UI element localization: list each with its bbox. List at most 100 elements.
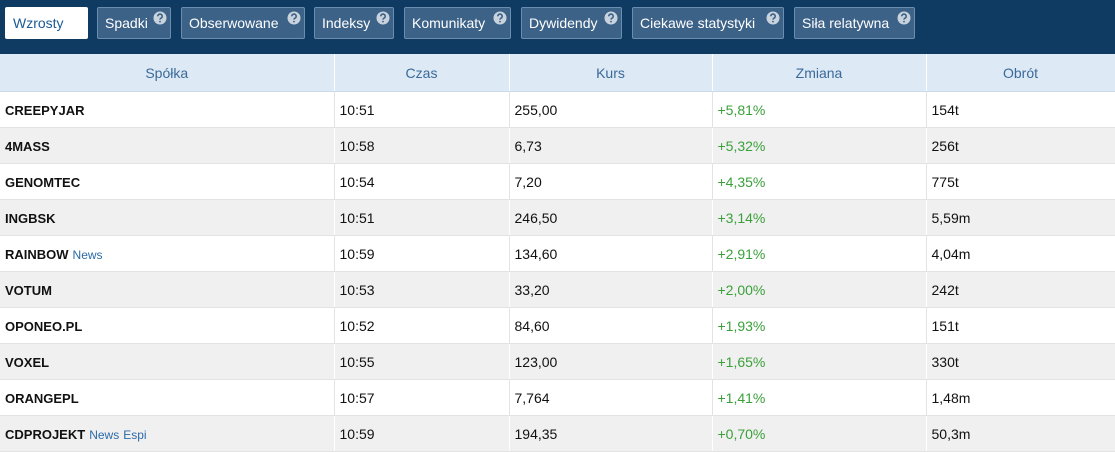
help-icon[interactable] — [153, 11, 167, 25]
tab-label: Wzrosty — [13, 15, 64, 31]
tab-label: Dywidendy — [529, 15, 598, 31]
company-cell: 4MASS — [0, 127, 335, 164]
time-cell: 10:57 — [334, 379, 510, 416]
price-cell: 194,35 — [509, 415, 713, 452]
time-cell: 10:51 — [334, 91, 510, 128]
column-header: Obrót — [926, 54, 1115, 92]
turnover-cell: 242t — [926, 271, 1115, 308]
company-cell: INGBSK — [0, 199, 335, 236]
table-row: GENOMTEC 10:54 7,20 +4,35% 775t — [0, 163, 1115, 200]
tab-label: Komunikaty — [412, 15, 486, 31]
table-row: INGBSK 10:51 246,50 +3,14% 5,59m — [0, 199, 1115, 236]
change-cell: +2,91% — [712, 235, 927, 272]
column-header: Spółka — [0, 54, 335, 92]
table-row: CREEPYJAR 10:51 255,00 +5,81% 154t — [0, 91, 1115, 128]
change-cell: +2,00% — [712, 271, 927, 308]
company-name[interactable]: VOXEL — [5, 354, 50, 370]
help-icon[interactable] — [897, 11, 911, 25]
company-cell: VOXEL — [0, 343, 335, 380]
turnover-cell: 50,3m — [926, 415, 1115, 452]
table-body: CREEPYJAR 10:51 255,00 +5,81% 154t 4MASS 10:58… — [0, 91, 1115, 452]
change-cell: +1,65% — [712, 343, 927, 380]
table-row: CDPROJEKT News Espi 10:59 194,35 +0,70% 50,3m — [0, 415, 1115, 452]
time-cell: 10:59 — [334, 415, 510, 452]
price-cell: 123,00 — [509, 343, 713, 380]
tab[interactable]: Spadki — [97, 7, 171, 39]
tag-link[interactable]: News — [72, 247, 103, 262]
tab-label: Ciekawe statystyki — [640, 15, 756, 31]
price-cell: 6,73 — [509, 127, 713, 164]
turnover-cell: 256t — [926, 127, 1115, 164]
turnover-cell: 151t — [926, 307, 1115, 344]
column-header: Kurs — [509, 54, 713, 92]
company-name[interactable]: RAINBOW — [5, 246, 69, 262]
help-icon[interactable] — [376, 11, 390, 25]
turnover-cell: 775t — [926, 163, 1115, 200]
tab[interactable]: Indeksy — [314, 7, 394, 39]
company-name[interactable]: CREEPYJAR — [5, 102, 85, 118]
price-cell: 255,00 — [509, 91, 713, 128]
table-row: RAINBOW News 10:59 134,60 +2,91% 4,04m — [0, 235, 1115, 272]
price-cell: 7,20 — [509, 163, 713, 200]
tag-link[interactable]: News — [89, 427, 120, 442]
help-icon[interactable] — [766, 11, 780, 25]
company-cell: OPONEO.PL — [0, 307, 335, 344]
table-row: 4MASS 10:58 6,73 +5,32% 256t — [0, 127, 1115, 164]
tab[interactable]: Wzrosty — [5, 7, 88, 39]
tab[interactable]: Dywidendy — [521, 7, 622, 39]
tab[interactable]: Komunikaty — [404, 7, 511, 39]
time-cell: 10:51 — [334, 199, 510, 236]
price-cell: 246,50 — [509, 199, 713, 236]
time-cell: 10:55 — [334, 343, 510, 380]
change-cell: +0,70% — [712, 415, 927, 452]
change-cell: +5,81% — [712, 91, 927, 128]
table-row: ORANGEPL 10:57 7,764 +1,41% 1,48m — [0, 379, 1115, 416]
tab-label: Siła relatywna — [802, 15, 890, 31]
company-name[interactable]: OPONEO.PL — [5, 318, 83, 334]
price-cell: 33,20 — [509, 271, 713, 308]
change-cell: +1,93% — [712, 307, 927, 344]
time-cell: 10:59 — [334, 235, 510, 272]
company-name[interactable]: ORANGEPL — [5, 390, 79, 406]
company-cell: VOTUM — [0, 271, 335, 308]
time-cell: 10:53 — [334, 271, 510, 308]
company-cell: RAINBOW News — [0, 235, 335, 272]
tab[interactable]: Ciekawe statystyki — [632, 7, 784, 39]
company-name[interactable]: VOTUM — [5, 282, 52, 298]
header-row: Spółka Czas Kurs Zmiana Obrót — [0, 54, 1115, 92]
table-row: VOXEL 10:55 123,00 +1,65% 330t — [0, 343, 1115, 380]
tag-link[interactable]: Espi — [123, 427, 147, 442]
table-row: VOTUM 10:53 33,20 +2,00% 242t — [0, 271, 1115, 308]
tab-label: Indeksy — [322, 15, 371, 31]
turnover-cell: 5,59m — [926, 199, 1115, 236]
price-cell: 84,60 — [509, 307, 713, 344]
turnover-cell: 154t — [926, 91, 1115, 128]
table-row: OPONEO.PL 10:52 84,60 +1,93% 151t — [0, 307, 1115, 344]
price-cell: 7,764 — [509, 379, 713, 416]
time-cell: 10:58 — [334, 127, 510, 164]
company-cell: ORANGEPL — [0, 379, 335, 416]
tab[interactable]: Obserwowane — [181, 7, 305, 39]
help-icon[interactable] — [604, 11, 618, 25]
turnover-cell: 330t — [926, 343, 1115, 380]
help-icon[interactable] — [287, 11, 301, 25]
tab[interactable]: Siła relatywna — [794, 7, 915, 39]
change-cell: +3,14% — [712, 199, 927, 236]
tab-label: Spadki — [105, 15, 148, 31]
column-header: Zmiana — [712, 54, 927, 92]
turnover-cell: 4,04m — [926, 235, 1115, 272]
company-name[interactable]: GENOMTEC — [5, 174, 81, 190]
quotes-table: Spółka Czas Kurs Zmiana Obrót CREEPYJAR 10:51… — [0, 54, 1115, 452]
company-cell: CREEPYJAR — [0, 91, 335, 128]
time-cell: 10:52 — [334, 307, 510, 344]
company-name[interactable]: CDPROJEKT — [5, 426, 86, 442]
company-cell: GENOMTEC — [0, 163, 335, 200]
change-cell: +1,41% — [712, 379, 927, 416]
company-name[interactable]: 4MASS — [5, 138, 50, 154]
time-cell: 10:54 — [334, 163, 510, 200]
help-icon[interactable] — [493, 11, 507, 25]
price-cell: 134,60 — [509, 235, 713, 272]
change-cell: +5,32% — [712, 127, 927, 164]
company-name[interactable]: INGBSK — [5, 210, 56, 226]
